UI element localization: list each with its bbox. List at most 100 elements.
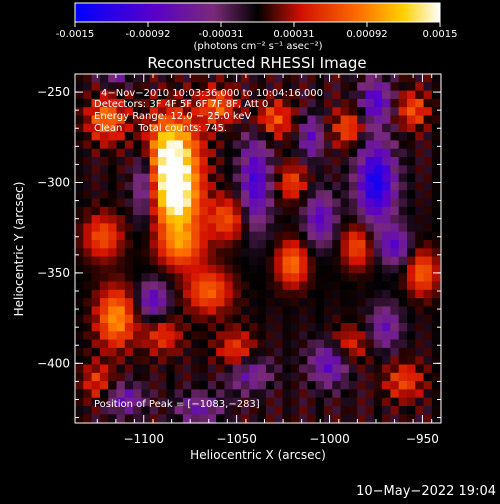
heatmap-cell — [282, 264, 292, 274]
colorbar-tick-label: 0.00031 — [273, 29, 314, 40]
heatmap-cell — [158, 331, 167, 340]
heatmap-cell — [232, 181, 242, 191]
heatmap-cell — [91, 115, 101, 125]
heatmap-cell — [407, 406, 416, 415]
heatmap-cell — [224, 397, 234, 407]
heatmap-cell — [191, 381, 200, 390]
heatmap-cell — [290, 347, 300, 357]
heatmap-cell — [324, 347, 333, 357]
heatmap-cell — [274, 323, 283, 332]
heatmap-cell — [365, 181, 375, 191]
heatmap-cell — [299, 206, 308, 216]
heatmap-cell — [249, 364, 258, 374]
heatmap-cell — [224, 140, 234, 150]
heatmap-cell — [398, 140, 408, 150]
heatmap-cell — [249, 306, 258, 316]
heatmap-cell — [324, 339, 333, 349]
heatmap-cell — [299, 256, 308, 266]
heatmap-cell — [274, 190, 283, 199]
heatmap-cell — [174, 74, 184, 83]
heatmap-cell — [166, 157, 175, 166]
heatmap-cell — [307, 173, 317, 183]
heatmap-cell — [207, 74, 217, 83]
heatmap-cell — [224, 347, 234, 357]
heatmap-cell — [249, 215, 258, 224]
heatmap-cell — [274, 281, 283, 291]
heatmap-cell — [241, 323, 250, 332]
heatmap-cell — [324, 397, 333, 407]
heatmap-cell — [407, 314, 416, 324]
heatmap-cell — [324, 165, 333, 174]
heatmap-cell — [166, 281, 175, 291]
heatmap-cell — [415, 397, 424, 407]
heatmap-cell — [182, 223, 192, 233]
heatmap-cell — [216, 306, 225, 316]
heatmap-cell — [191, 231, 200, 241]
heatmap-cell — [257, 173, 267, 183]
heatmap-cell — [133, 281, 142, 291]
heatmap-cell — [274, 231, 283, 241]
heatmap-cell — [149, 181, 159, 191]
heatmap-cell — [207, 356, 217, 365]
heatmap-cell — [108, 289, 117, 299]
heatmap-cell — [174, 123, 184, 133]
heatmap-cell — [407, 281, 416, 291]
heatmap-cell — [324, 181, 333, 191]
heatmap-cell — [274, 107, 283, 116]
heatmap-cell — [224, 364, 234, 374]
heatmap-cell — [241, 140, 250, 150]
heatmap-cell — [224, 115, 234, 125]
heatmap-cell — [133, 231, 142, 241]
heatmap-cell — [332, 381, 341, 390]
heatmap-cell — [340, 306, 350, 316]
heatmap-cell — [357, 356, 366, 365]
heatmap-cell — [257, 331, 267, 340]
heatmap-cell — [407, 381, 416, 390]
heatmap-cell — [415, 281, 424, 291]
heatmap-cell — [382, 223, 391, 233]
heatmap-cell — [290, 372, 300, 382]
heatmap-cell — [423, 181, 433, 191]
heatmap-cell — [398, 306, 408, 316]
heatmap-cell — [365, 223, 375, 233]
heatmap-cell — [265, 98, 275, 108]
heatmap-cell — [158, 123, 167, 133]
chart-title: Reconstructed RHESSI Image — [147, 54, 366, 72]
heatmap-cell — [423, 289, 433, 299]
heatmap-cell — [315, 157, 325, 166]
heatmap-cell — [365, 281, 375, 291]
heatmap-cell — [382, 331, 391, 340]
heatmap-cell — [407, 256, 416, 266]
heatmap-cell — [182, 256, 192, 266]
heatmap-cell — [340, 240, 350, 249]
heatmap-cell — [340, 356, 350, 365]
heatmap-cell — [241, 240, 250, 249]
heatmap-cell — [116, 198, 126, 208]
heatmap-cell — [116, 123, 126, 133]
heatmap-cell — [423, 248, 433, 257]
heatmap-cell — [133, 406, 142, 415]
heatmap-cell — [398, 339, 408, 349]
heatmap-cell — [415, 339, 424, 349]
heatmap-cell — [116, 364, 126, 374]
render-timestamp: 10−May−2022 19:04 — [356, 484, 496, 499]
heatmap-cell — [174, 273, 184, 282]
colorbar-tick-label: -0.00031 — [199, 29, 244, 40]
heatmap-cell — [373, 240, 383, 249]
heatmap-cell — [415, 107, 424, 116]
heatmap-cell — [415, 347, 424, 357]
heatmap-cell — [216, 314, 225, 324]
heatmap-cell — [207, 240, 217, 249]
heatmap-cell — [390, 82, 400, 91]
heatmap-cell — [315, 223, 325, 233]
heatmap-cell — [241, 298, 250, 307]
heatmap-cell — [274, 181, 283, 191]
heatmap-cell — [158, 323, 167, 332]
heatmap-cell — [407, 397, 416, 407]
heatmap-cell — [108, 231, 117, 241]
heatmap-cell — [315, 314, 325, 324]
heatmap-cell — [108, 115, 117, 125]
heatmap-cell — [340, 372, 350, 382]
heatmap-cell — [332, 397, 341, 407]
heatmap-cell — [299, 157, 308, 166]
